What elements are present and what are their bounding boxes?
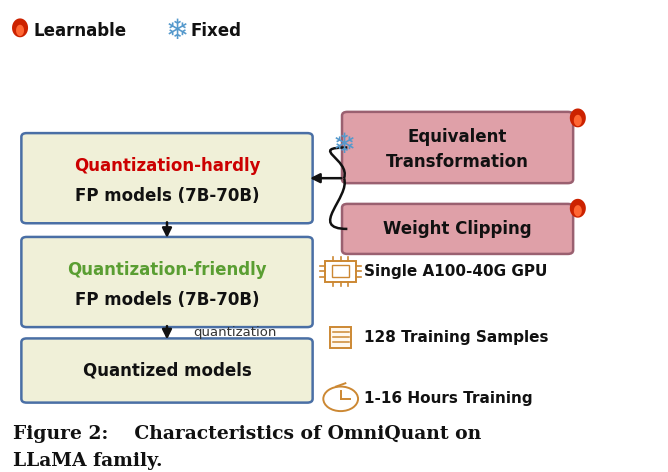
Text: ❄: ❄ <box>166 17 188 45</box>
Text: 1-16 Hours Training: 1-16 Hours Training <box>364 391 532 406</box>
Text: Figure 2:    Characteristics of OmniQuant on: Figure 2: Characteristics of OmniQuant o… <box>13 425 482 443</box>
FancyBboxPatch shape <box>21 237 313 327</box>
FancyBboxPatch shape <box>330 327 351 348</box>
FancyBboxPatch shape <box>342 204 573 254</box>
Polygon shape <box>570 199 586 218</box>
FancyBboxPatch shape <box>342 112 573 183</box>
Polygon shape <box>574 115 582 126</box>
Text: Quantization-friendly: Quantization-friendly <box>67 261 267 278</box>
Text: quantization: quantization <box>194 326 277 339</box>
Text: FP models (7B-70B): FP models (7B-70B) <box>75 291 259 309</box>
Text: ❄: ❄ <box>333 131 355 159</box>
Text: Transformation: Transformation <box>386 152 529 170</box>
Text: Single A100-40G GPU: Single A100-40G GPU <box>364 264 548 279</box>
Polygon shape <box>570 109 586 127</box>
FancyBboxPatch shape <box>21 133 313 223</box>
Polygon shape <box>574 205 582 217</box>
Polygon shape <box>12 18 28 37</box>
FancyBboxPatch shape <box>21 338 313 403</box>
Text: Weight Clipping: Weight Clipping <box>383 220 532 238</box>
Text: 128 Training Samples: 128 Training Samples <box>364 330 548 345</box>
Text: Fixed: Fixed <box>190 22 241 40</box>
Text: Learnable: Learnable <box>33 22 126 40</box>
Text: Quantization-hardly: Quantization-hardly <box>73 157 261 175</box>
Text: Equivalent: Equivalent <box>408 127 507 146</box>
Text: LLaMA family.: LLaMA family. <box>13 452 163 470</box>
Text: Quantized models: Quantized models <box>83 362 251 379</box>
Polygon shape <box>16 25 24 36</box>
Text: FP models (7B-70B): FP models (7B-70B) <box>75 187 259 205</box>
